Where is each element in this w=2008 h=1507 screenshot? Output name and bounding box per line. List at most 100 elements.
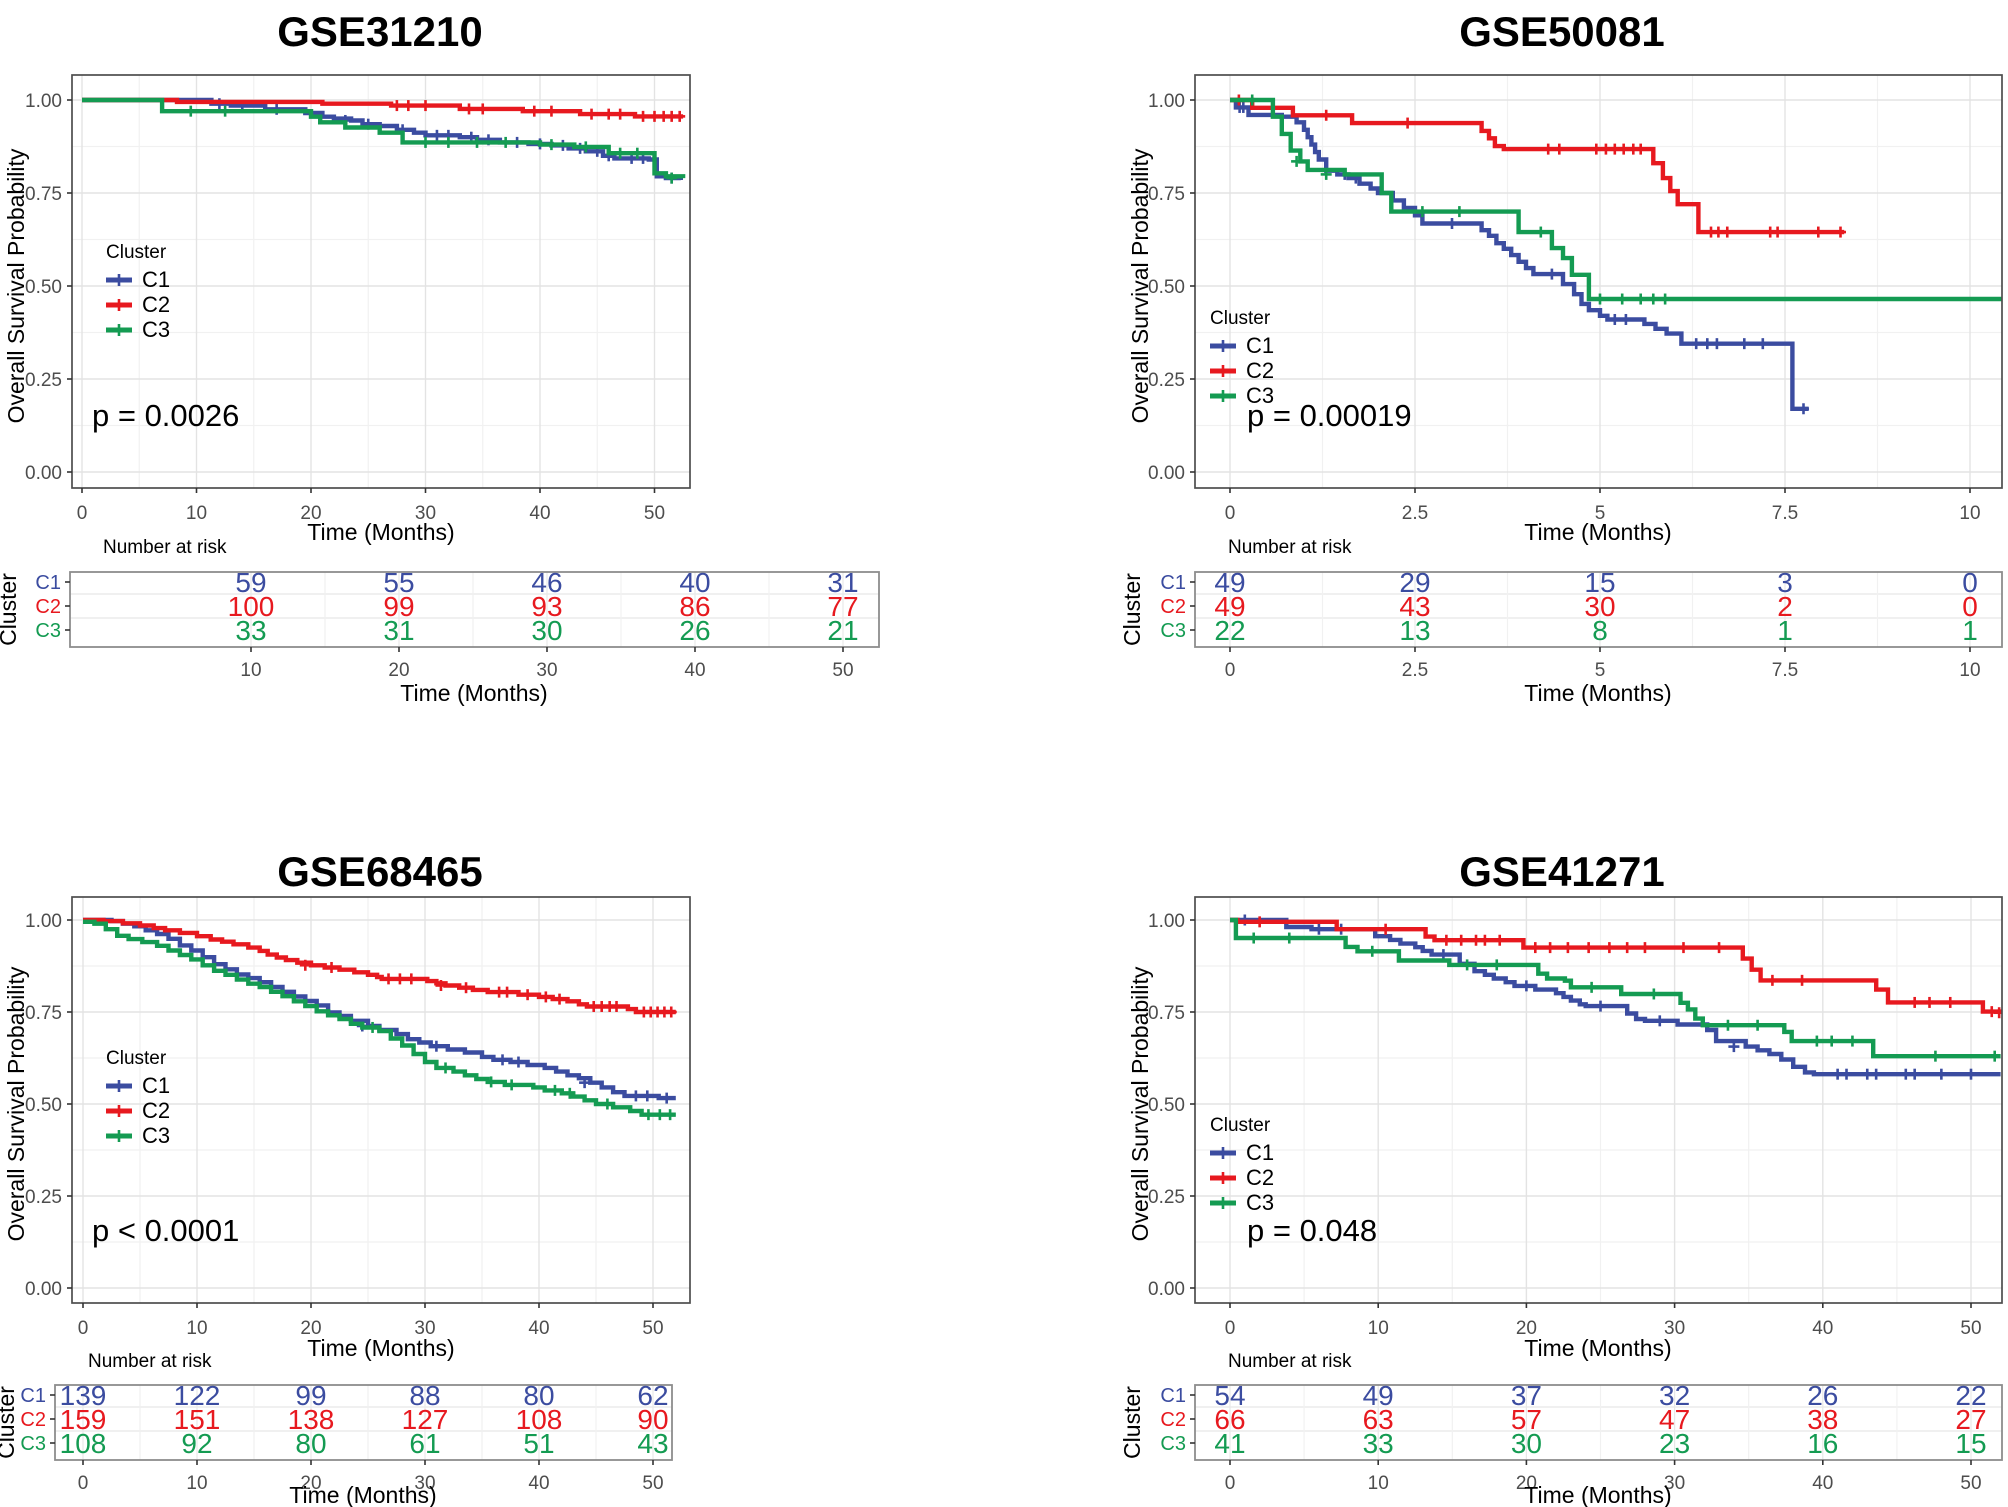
risk-count: 93 [531,591,562,622]
risk-count: 0 [1962,567,1978,598]
risk-table-panel [1195,1385,2002,1460]
y-tick-label: 0.75 [25,184,62,205]
x-axis-title: Time (Months) [1524,519,1671,545]
censor-marks-C2 [299,959,677,1018]
risk-table-border [1194,571,2003,648]
curve-GSE31210-C3 [82,97,686,179]
risk-count: 0 [1962,591,1978,622]
risk-y-axis-title: Cluster [1119,573,1145,646]
risk-tick-label: 0 [78,1473,89,1494]
p-value: p < 0.0001 [92,1213,239,1248]
risk-tick-label: 40 [684,660,705,681]
panel-border [1194,896,2003,1304]
y-tick-label: 0.75 [1148,1003,1185,1024]
risk-tick-label: 20 [1516,1473,1537,1494]
x-axis-title: Time (Months) [1524,1335,1671,1361]
risk-count: 80 [523,1380,554,1411]
gridlines [1195,75,2002,488]
censor-marks-C3 [185,105,678,184]
risk-count: 33 [1363,1428,1394,1459]
curve-GSE50081-C3 [1230,97,2002,302]
risk-table-grid [1195,572,2002,647]
x-tick-label: 30 [1664,1318,1685,1339]
risk-count: 49 [1363,1380,1394,1411]
x-tick-label: 5 [1595,503,1606,524]
risk-count: 159 [60,1404,107,1435]
censor-marks-C2 [1233,94,1846,238]
legend-label: C2 [1246,1165,1274,1190]
risk-count: 127 [402,1404,449,1435]
risk-table-border [69,571,880,648]
risk-table-border [54,1384,673,1461]
x-tick-label: 40 [528,1318,549,1339]
risk-count: 47 [1659,1404,1690,1435]
risk-count: 100 [228,591,275,622]
y-tick-label: 0.25 [25,1187,62,1208]
risk-count: 99 [295,1380,326,1411]
risk-count: 80 [295,1428,326,1459]
risk-row-label: C2 [35,596,61,618]
risk-tick-label: 10 [186,1473,207,1494]
risk-row-label: C3 [1160,1433,1186,1455]
survival-curves [1230,914,2002,1080]
legend-title: Cluster [106,1048,167,1069]
x-axis-title: Time (Months) [307,519,454,545]
risk-tick-label: 20 [388,660,409,681]
y-tick-label: 0.00 [1148,463,1185,484]
risk-row-label: C1 [1160,572,1186,594]
risk-count: 59 [235,567,266,598]
risk-count: 49 [1214,567,1245,598]
risk-count: 1 [1962,615,1978,646]
curve-GSE31210-C2 [82,97,684,119]
x-tick-label: 10 [186,503,207,524]
risk-count: 57 [1511,1404,1542,1435]
y-tick-label: 1.00 [25,911,62,932]
risk-y-axis-title: Cluster [0,1386,19,1459]
risk-count: 15 [1584,567,1615,598]
y-tick-label: 0.25 [1148,370,1185,391]
risk-tick-label: 50 [642,1473,663,1494]
panel-title: GSE31210 [277,8,483,55]
risk-count: 8 [1592,615,1608,646]
risk-table-title: Number at risk [88,1351,212,1372]
panel-title: GSE50081 [1459,8,1665,55]
legend-label: C3 [1246,1190,1274,1215]
legend-item-c2: C2 [1210,1165,1274,1190]
survival-curves [1230,94,2002,415]
x-tick-label: 30 [415,503,436,524]
risk-table-panel [70,572,879,647]
risk-count: 33 [235,615,266,646]
y-tick-label: 0.50 [25,277,62,298]
risk-count: 54 [1214,1380,1245,1411]
curve-GSE50081-C2 [1230,97,1845,235]
legend-title: Cluster [106,242,167,263]
legend-label: C1 [1246,333,1274,358]
y-tick-label: 0.50 [1148,277,1185,298]
risk-row-label: C1 [20,1385,46,1407]
legend-item-c2: C2 [106,292,170,317]
risk-tick-label: 5 [1595,660,1606,681]
p-value: p = 0.0026 [92,398,239,433]
survival-curves [83,917,677,1121]
risk-count: 90 [637,1404,668,1435]
legend-item-c1: C1 [1210,1140,1274,1165]
risk-count: 27 [1955,1404,1986,1435]
y-tick-label: 0.50 [1148,1095,1185,1116]
risk-count: 63 [1363,1404,1394,1435]
risk-tick-label: 0 [1225,660,1236,681]
panel-gse68465: 1.00 0.75 0.50 0.25 0.00 0 10 20 30 40 50 Time (Mon… [0,848,691,1507]
y-tick-label: 0.75 [1148,184,1185,205]
x-tick-label: 7.5 [1772,503,1798,524]
x-tick-label: 30 [414,1318,435,1339]
risk-table-grid [55,1385,672,1460]
gridlines [72,897,690,1303]
panel-title: GSE68465 [277,848,483,895]
risk-tick-label: 20 [300,1473,321,1494]
risk-count: 49 [1214,591,1245,622]
risk-count: 122 [174,1380,221,1411]
risk-table-panel [1195,572,2002,647]
curve-GSE41271-C2 [1230,917,2002,1014]
risk-x-axis-title: Time (Months) [289,1482,436,1507]
